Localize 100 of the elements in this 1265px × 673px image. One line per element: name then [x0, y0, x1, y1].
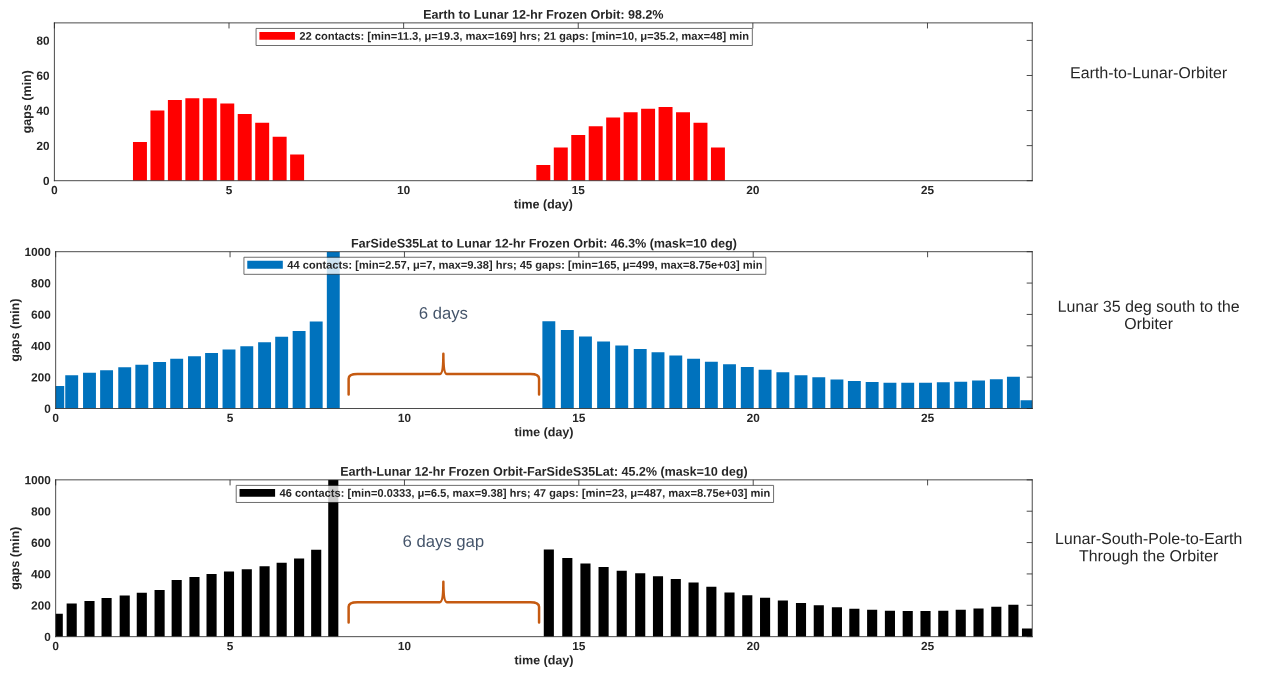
- x-tick-label: 15: [572, 186, 585, 195]
- bar: [847, 380, 861, 409]
- bar: [776, 372, 790, 409]
- bar: [135, 364, 149, 409]
- bar: [606, 117, 621, 181]
- bar: [255, 122, 270, 181]
- x-tick-label: 25: [921, 413, 934, 423]
- bar: [205, 353, 219, 409]
- bar: [553, 147, 568, 181]
- bar: [66, 603, 77, 637]
- x-tick-label: 5: [227, 413, 233, 423]
- y-tick-label: 20: [36, 141, 50, 151]
- bar: [100, 370, 114, 409]
- x-tick-label: 20: [747, 641, 760, 651]
- bar: [118, 367, 132, 409]
- y-tick-label: 200: [31, 601, 51, 610]
- y-axis-title: gaps (min): [10, 527, 22, 590]
- bar: [670, 579, 681, 637]
- bar: [536, 164, 551, 181]
- bar: [571, 135, 586, 181]
- bar: [292, 330, 306, 409]
- x-tick-label: 0: [51, 185, 58, 195]
- bar: [831, 607, 842, 637]
- y-tick-label: 40: [36, 106, 50, 115]
- bar: [635, 573, 646, 637]
- bar: [150, 110, 165, 181]
- y-tick-label: 60: [36, 71, 50, 80]
- y-tick-label: 400: [31, 341, 51, 351]
- text: Lunar 35 deg south to the Orbiter: [1058, 300, 1239, 330]
- bar: [240, 346, 254, 409]
- bar: [641, 108, 656, 181]
- chart-title: FarSideS35Lat to Lunar 12-hr Frozen Orbit: 46.3% (mask=10 deg): [351, 238, 737, 251]
- bar: [222, 349, 236, 409]
- bar: [794, 375, 808, 409]
- x-tick-label: 10: [397, 185, 410, 195]
- bar: [883, 382, 897, 409]
- chart-title: Earth-Lunar 12-hr Frozen Orbit-FarSideS35Lat: 45.2% (mask=10 deg): [341, 466, 748, 479]
- bar: [740, 366, 754, 409]
- y-tick-label: 0: [43, 176, 50, 186]
- bar: [588, 126, 603, 181]
- y-tick-label: 1000: [25, 475, 51, 485]
- bar: [1008, 604, 1019, 637]
- x-tick-label: 5: [227, 641, 233, 651]
- y-tick-label: 1000: [25, 247, 51, 257]
- bar: [658, 107, 673, 181]
- bar: [902, 610, 913, 637]
- bar: [919, 382, 932, 409]
- x-tick-label: 0: [52, 641, 59, 651]
- bar: [275, 336, 289, 409]
- bar: [83, 372, 96, 409]
- bar: [237, 114, 252, 181]
- bar: [220, 103, 235, 181]
- bar: [206, 574, 217, 637]
- bar: [189, 577, 200, 637]
- bar: [633, 349, 647, 409]
- y-tick-label: 80: [36, 36, 50, 45]
- legend-label: 46 contacts: [min=0.0333, μ=6.5, max=9.38] hrs; 47 gaps: [min=23, μ=487, max=8.75e+03] min: [279, 488, 770, 500]
- bar: [704, 361, 718, 409]
- bar: [688, 582, 699, 637]
- bar: [311, 549, 322, 637]
- bar: [290, 154, 305, 181]
- x-tick-label: 5: [226, 186, 232, 195]
- bar: [865, 382, 879, 409]
- bar: [101, 598, 112, 637]
- bar: [185, 98, 200, 181]
- bar: [171, 579, 182, 637]
- bar: [276, 562, 287, 637]
- bar: [758, 369, 772, 409]
- bar: [884, 610, 895, 637]
- bar: [693, 122, 708, 181]
- bar: [309, 321, 323, 409]
- x-tick-label: 10: [398, 413, 411, 423]
- bar: [901, 382, 915, 409]
- bar: [119, 595, 130, 637]
- y-tick-label: 0: [44, 404, 51, 413]
- bar: [710, 147, 725, 181]
- bar: [170, 358, 184, 409]
- bar: [241, 569, 252, 637]
- bar: [202, 98, 217, 181]
- y-tick-label: 800: [31, 507, 51, 516]
- bar: [812, 377, 826, 409]
- legend-label: 44 contacts: [min=2.57, μ=7, max=9.38] hrs; 45 gaps: [min=165, μ=499, max=8.75e+03] min: [287, 260, 762, 271]
- y-axis-title: gaps (min): [10, 299, 22, 362]
- bar: [272, 136, 287, 181]
- bar: [153, 361, 167, 409]
- bar: [724, 592, 735, 637]
- bar: [136, 592, 147, 637]
- y-tick-label: 400: [31, 569, 51, 579]
- bar: [723, 364, 736, 409]
- bar: [597, 341, 611, 409]
- x-tick-label: 25: [921, 641, 934, 651]
- bar: [223, 571, 235, 637]
- bar: [543, 549, 554, 637]
- bar: [84, 600, 95, 637]
- bar: [849, 608, 860, 637]
- x-tick-label: 15: [573, 641, 586, 651]
- bar: [795, 603, 807, 637]
- x-tick-label: 10: [398, 641, 411, 651]
- bar: [167, 100, 182, 181]
- chart-title: Earth to Lunar 12-hr Frozen Orbit: 98.2%: [424, 9, 664, 19]
